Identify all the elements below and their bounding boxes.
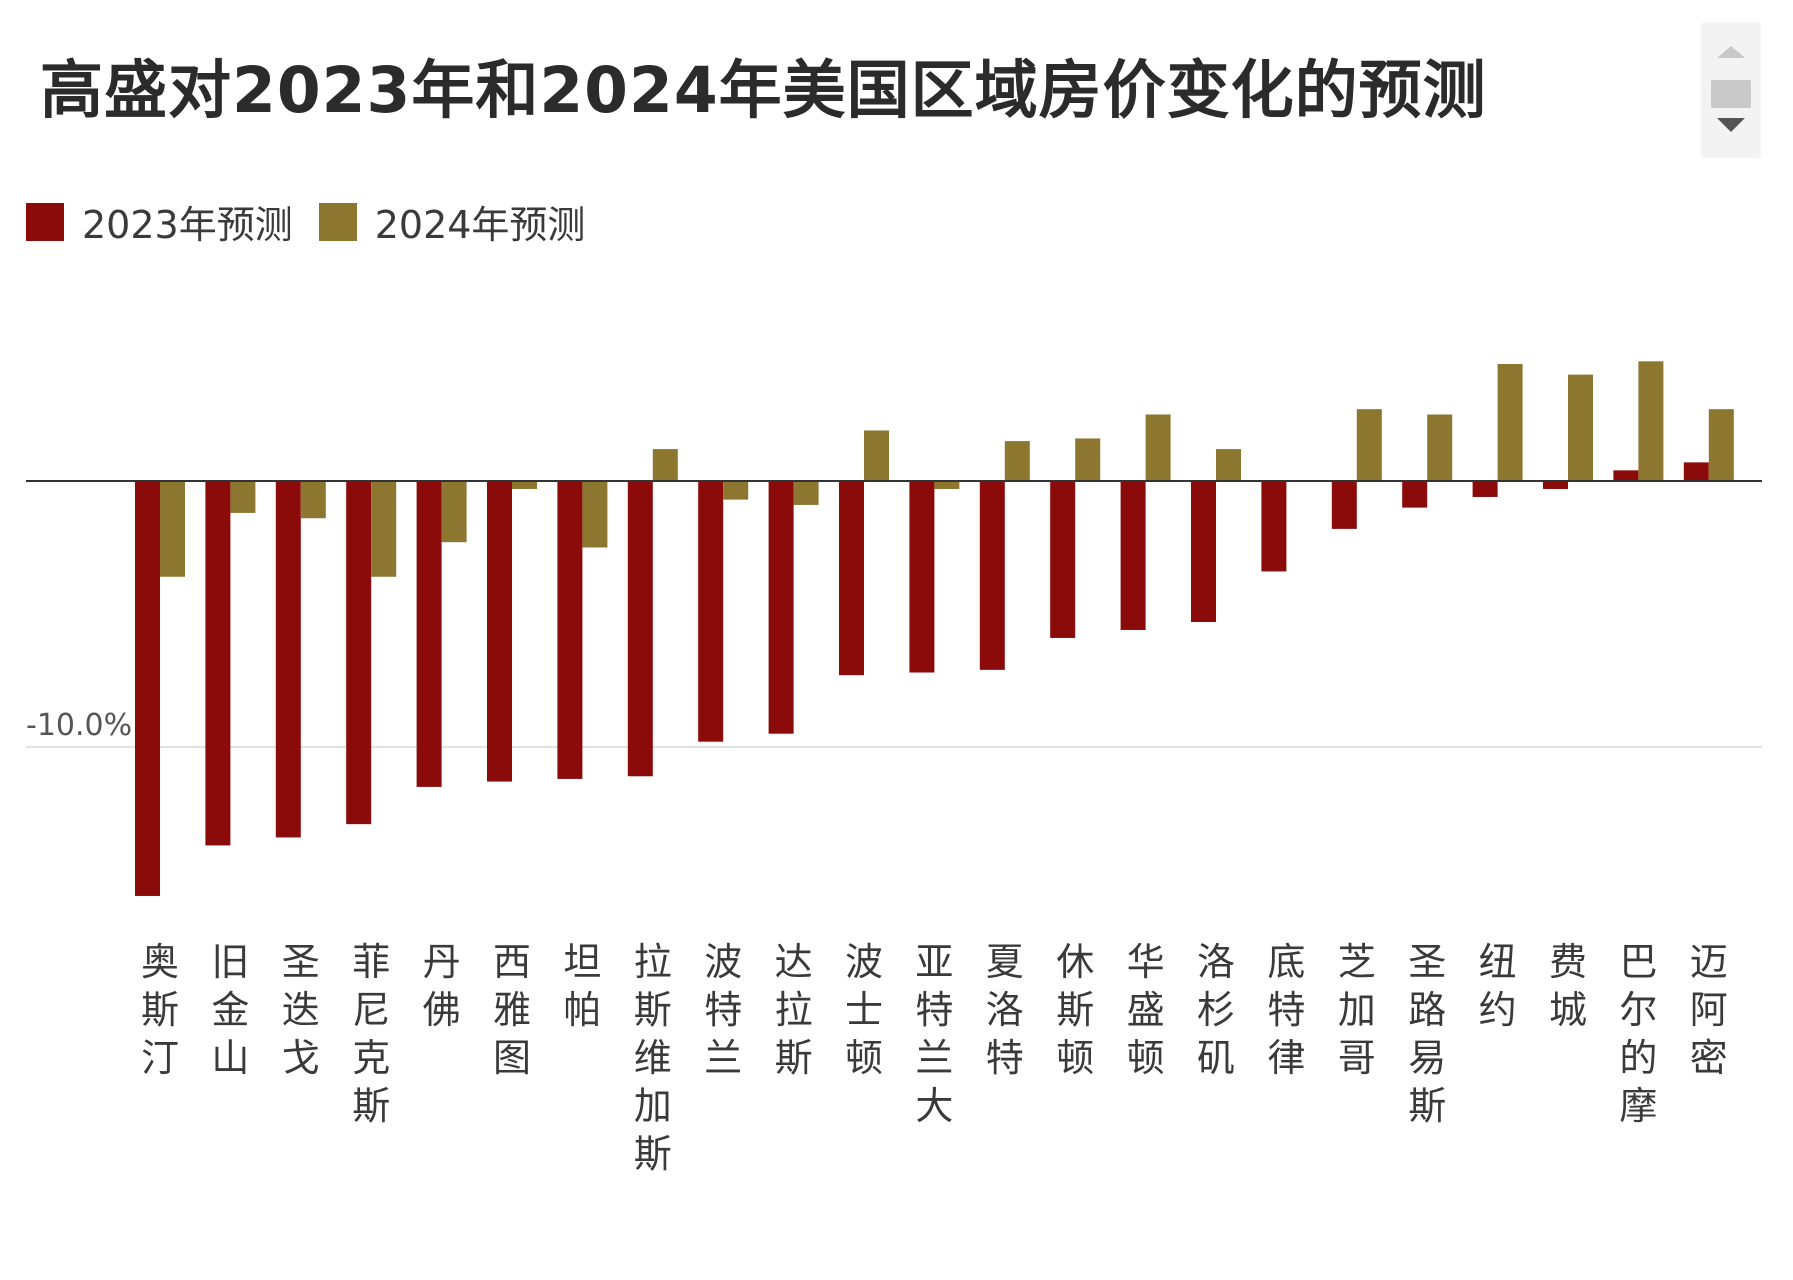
bar-2023-0 — [135, 481, 160, 896]
legend-swatch-2023 — [26, 202, 64, 241]
category-label: 费城 — [1549, 940, 1587, 1032]
bar-2024-22 — [1708, 409, 1734, 481]
bar-2024-7 — [652, 449, 678, 481]
bar-2023-22 — [1683, 462, 1709, 481]
bar-2023-20 — [1543, 481, 1568, 489]
category-label: 休斯顿 — [1056, 940, 1094, 1080]
bar-2024-18 — [1427, 414, 1453, 481]
category-label: 华盛顿 — [1127, 940, 1165, 1080]
category-label: 丹佛 — [423, 940, 461, 1032]
category-label: 纽约 — [1479, 940, 1517, 1032]
bar-2024-19 — [1497, 363, 1523, 481]
bar-2024-6 — [582, 481, 608, 548]
bar-2024-2 — [300, 481, 326, 519]
bar-2024-10 — [864, 430, 889, 481]
bar-2024-17 — [1356, 409, 1382, 481]
bar-2024-15 — [1216, 449, 1241, 481]
bar-2024-11 — [934, 481, 960, 489]
bar-2023-14 — [1120, 481, 1146, 630]
bar-2024-20 — [1568, 374, 1593, 481]
category-label: 奥斯汀 — [141, 940, 179, 1080]
bar-2023-3 — [346, 481, 372, 825]
bar-2023-1 — [205, 481, 231, 846]
bar-2023-8 — [698, 481, 724, 742]
bar-2024-14 — [1145, 414, 1171, 481]
category-label: 波士顿 — [845, 940, 883, 1080]
bar-2024-0 — [160, 481, 185, 577]
bar-2024-5 — [512, 481, 537, 489]
triangle-up-icon[interactable] — [1717, 46, 1745, 58]
bar-2023-15 — [1191, 481, 1216, 622]
category-label: 洛杉矶 — [1197, 940, 1235, 1080]
category-label: 坦帕 — [563, 940, 601, 1032]
legend: 2023年预测 2024年预测 — [26, 194, 611, 249]
bar-2023-9 — [768, 481, 794, 734]
category-label: 芝加哥 — [1338, 940, 1376, 1080]
category-label: 达拉斯 — [775, 940, 813, 1080]
bar-2023-4 — [416, 481, 442, 787]
category-label: 波特兰 — [704, 940, 742, 1080]
bar-2023-6 — [557, 481, 583, 779]
bar-2023-17 — [1331, 481, 1357, 529]
category-label: 圣迭戈 — [282, 940, 320, 1080]
category-label: 拉斯维加斯 — [634, 940, 672, 1176]
bar-2024-12 — [1004, 441, 1030, 481]
category-label: 迈阿密 — [1690, 940, 1728, 1080]
scroll-control[interactable] — [1701, 22, 1761, 158]
bar-2023-19 — [1472, 481, 1498, 497]
bar-2023-10 — [839, 481, 864, 676]
bar-2024-8 — [723, 481, 749, 500]
bar-2024-13 — [1075, 438, 1101, 481]
bar-2024-9 — [793, 481, 819, 505]
triangle-down-icon[interactable] — [1717, 118, 1745, 132]
bar-2023-2 — [275, 481, 301, 838]
bar-2024-21 — [1638, 361, 1664, 481]
category-label: 巴尔的摩 — [1619, 940, 1657, 1128]
category-label: 夏洛特 — [986, 940, 1024, 1080]
legend-label-2024: 2024年预测 — [374, 203, 586, 247]
bar-2023-7 — [627, 481, 653, 777]
bar-2023-16 — [1261, 481, 1287, 572]
scroll-thumb[interactable] — [1711, 80, 1751, 108]
category-label: 菲尼克斯 — [352, 940, 390, 1128]
bar-2023-21 — [1613, 470, 1639, 481]
category-label: 旧金山 — [211, 940, 249, 1080]
y-tick-label: -10.0% — [26, 708, 132, 743]
category-label: 底特律 — [1267, 940, 1305, 1080]
category-label: 西雅图 — [493, 940, 531, 1080]
category-label: 亚特兰大 — [915, 940, 953, 1128]
legend-swatch-2024 — [318, 202, 357, 241]
bar-2024-3 — [371, 481, 397, 577]
chart-title: 高盛对2023年和2024年美国区域房价变化的预测 — [40, 54, 1487, 127]
bar-2023-12 — [979, 481, 1005, 670]
bar-2024-4 — [441, 481, 467, 543]
bar-2023-5 — [487, 481, 512, 782]
bar-2024-1 — [230, 481, 256, 513]
bar-2023-18 — [1402, 481, 1428, 508]
bar-2023-11 — [909, 481, 935, 673]
legend-item-2023: 2023年预测 — [26, 194, 293, 249]
legend-label-2023: 2023年预测 — [82, 203, 293, 247]
bar-2023-13 — [1050, 481, 1076, 638]
legend-item-2024: 2024年预测 — [318, 194, 586, 249]
category-label: 圣路易斯 — [1408, 940, 1446, 1128]
